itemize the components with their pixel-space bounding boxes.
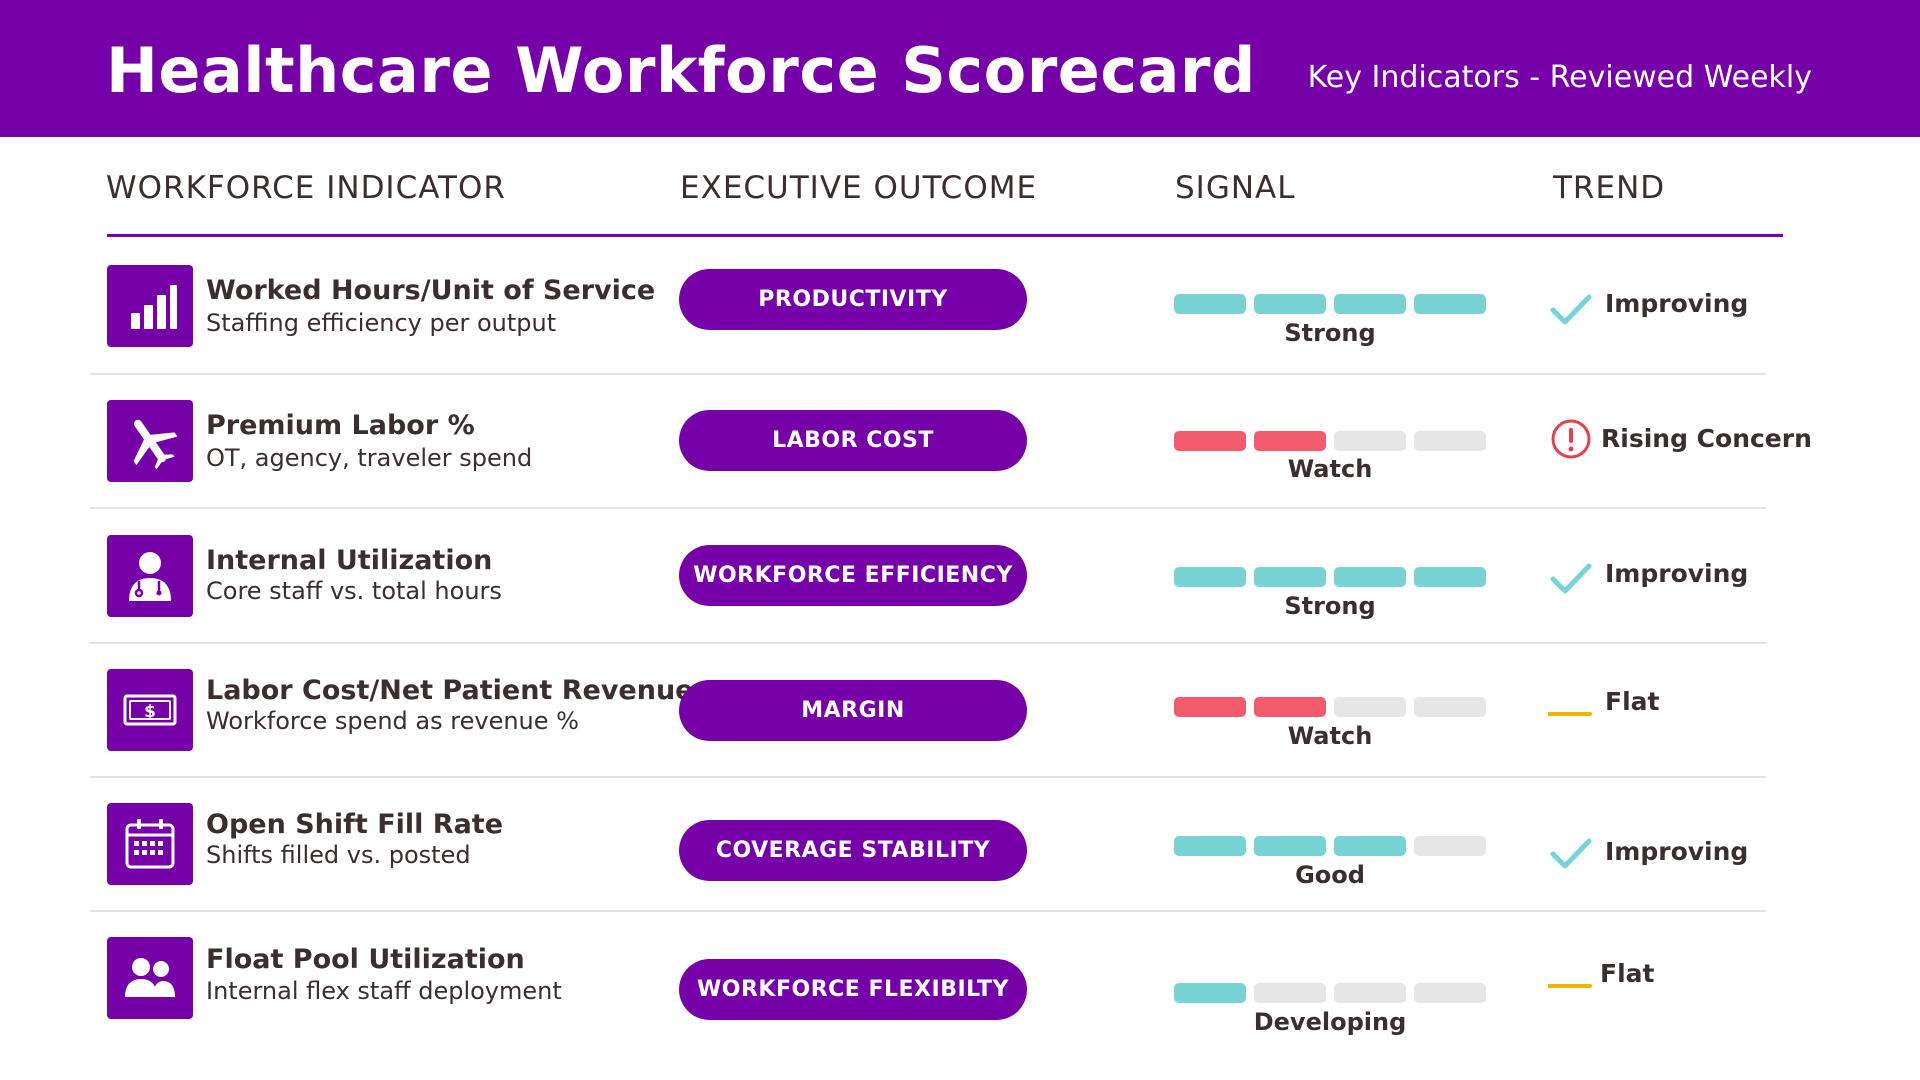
outcome-badge: WORKFORCE EFFICIENCY <box>679 545 1027 606</box>
trend-label: Improving <box>1605 559 1749 588</box>
outcome-badge: WORKFORCE FLEXIBILTY <box>679 959 1027 1020</box>
row-divider <box>90 642 1766 644</box>
scorecard-row: $ Labor Cost/Net Patient Revenue Workfor… <box>0 669 1920 803</box>
check-icon <box>1550 294 1592 325</box>
signal-segment-empty <box>1334 983 1406 1003</box>
outcome-badge: LABOR COST <box>679 410 1027 471</box>
indicator-subtitle: Shifts filled vs. posted <box>206 841 471 869</box>
scorecard-row: Worked Hours/Unit of Service Staffing ef… <box>0 265 1920 399</box>
outcome-badge: PRODUCTIVITY <box>679 269 1027 330</box>
signal-segment-filled <box>1254 567 1326 587</box>
signal-label: Strong <box>1284 592 1376 620</box>
clinician-icon <box>107 535 193 617</box>
trend-label: Flat <box>1600 959 1655 988</box>
signal-segment-filled <box>1174 983 1246 1003</box>
column-header-outcome: EXECUTIVE OUTCOME <box>680 170 1038 206</box>
signal-label: Strong <box>1284 319 1376 347</box>
indicator-subtitle: Workforce spend as revenue % <box>206 707 579 735</box>
indicator-subtitle: Internal flex staff deployment <box>206 977 562 1005</box>
alert-circle-icon <box>1551 419 1591 459</box>
scorecard-row: Open Shift Fill Rate Shifts filled vs. p… <box>0 803 1920 937</box>
check-icon <box>1550 838 1592 869</box>
check-icon <box>1550 563 1592 594</box>
signal-segment-filled <box>1174 294 1246 314</box>
trend-label: Improving <box>1605 837 1749 866</box>
page-subtitle: Key Indicators - Reviewed Weekly <box>1307 60 1812 95</box>
indicator-title: Internal Utilization <box>206 545 493 576</box>
scorecard-row: Premium Labor % OT, agency, traveler spe… <box>0 400 1920 534</box>
column-header-indicator: WORKFORCE INDICATOR <box>106 170 506 206</box>
header-divider <box>107 234 1783 237</box>
signal-segment-filled <box>1334 294 1406 314</box>
indicator-title: Labor Cost/Net Patient Revenue <box>206 675 694 706</box>
page-title: Healthcare Workforce Scorecard <box>106 34 1256 107</box>
signal-segment-empty <box>1254 983 1326 1003</box>
row-divider <box>90 507 1766 509</box>
signal-segment-filled <box>1334 836 1406 856</box>
signal-label: Developing <box>1253 1008 1407 1036</box>
trend-label: Rising Concern <box>1601 424 1812 453</box>
signal-label: Watch <box>1287 722 1373 750</box>
signal-segment-filled <box>1254 294 1326 314</box>
airplane-icon <box>107 400 193 482</box>
flat-line-icon <box>1548 984 1592 988</box>
scorecard-row: Internal Utilization Core staff vs. tota… <box>0 535 1920 669</box>
indicator-title: Premium Labor % <box>206 410 475 441</box>
indicator-subtitle: Core staff vs. total hours <box>206 577 502 605</box>
indicator-title: Float Pool Utilization <box>206 944 525 975</box>
signal-label: Good <box>1295 861 1365 889</box>
trend-label: Flat <box>1605 687 1660 716</box>
row-divider <box>90 776 1766 778</box>
signal-segment-filled <box>1254 697 1326 717</box>
outcome-badge: MARGIN <box>679 680 1027 741</box>
signal-meter <box>1174 836 1486 858</box>
signal-segment-filled <box>1254 431 1326 451</box>
cash-icon: $ <box>107 669 193 751</box>
signal-segment-filled <box>1414 294 1486 314</box>
signal-segment-filled <box>1414 567 1486 587</box>
column-header-trend: TREND <box>1553 170 1666 206</box>
signal-segment-empty <box>1414 431 1486 451</box>
row-divider <box>90 910 1766 912</box>
signal-meter <box>1174 983 1486 1005</box>
signal-meter <box>1174 697 1486 719</box>
header-banner: Healthcare Workforce Scorecard Key Indic… <box>0 0 1920 137</box>
calendar-icon <box>107 803 193 885</box>
signal-meter <box>1174 431 1486 453</box>
signal-segment-empty <box>1414 983 1486 1003</box>
row-divider <box>90 373 1766 375</box>
signal-segment-filled <box>1174 431 1246 451</box>
signal-segment-empty <box>1334 431 1406 451</box>
signal-segment-filled <box>1254 836 1326 856</box>
signal-segment-empty <box>1334 697 1406 717</box>
signal-segment-filled <box>1174 836 1246 856</box>
indicator-subtitle: OT, agency, traveler spend <box>206 444 533 472</box>
indicator-title: Open Shift Fill Rate <box>206 809 504 840</box>
signal-meter <box>1174 567 1486 589</box>
trend-label: Improving <box>1605 289 1749 318</box>
scorecard-row: Float Pool Utilization Internal flex sta… <box>0 937 1920 1071</box>
flat-line-icon <box>1548 712 1592 716</box>
signal-segment-empty <box>1414 697 1486 717</box>
signal-segment-filled <box>1334 567 1406 587</box>
signal-segment-filled <box>1174 567 1246 587</box>
signal-segment-filled <box>1174 697 1246 717</box>
people-icon <box>107 937 193 1019</box>
svg-text:$: $ <box>144 702 156 722</box>
indicator-title: Worked Hours/Unit of Service <box>206 275 656 306</box>
bar-chart-icon <box>107 265 193 347</box>
signal-label: Watch <box>1287 455 1373 483</box>
outcome-badge: COVERAGE STABILITY <box>679 820 1027 881</box>
column-header-signal: SIGNAL <box>1175 170 1296 206</box>
signal-meter <box>1174 294 1486 316</box>
indicator-subtitle: Staffing efficiency per output <box>206 309 557 337</box>
signal-segment-empty <box>1414 836 1486 856</box>
